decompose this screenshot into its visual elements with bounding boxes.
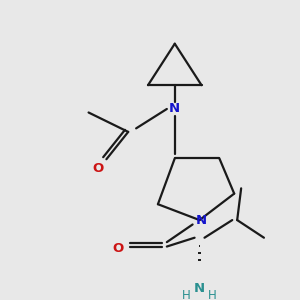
Text: N: N bbox=[169, 103, 180, 116]
Text: H: H bbox=[182, 290, 191, 300]
Text: O: O bbox=[113, 242, 124, 255]
Text: N: N bbox=[194, 282, 205, 296]
Text: O: O bbox=[93, 162, 104, 175]
Text: N: N bbox=[196, 214, 207, 226]
Text: H: H bbox=[208, 290, 217, 300]
